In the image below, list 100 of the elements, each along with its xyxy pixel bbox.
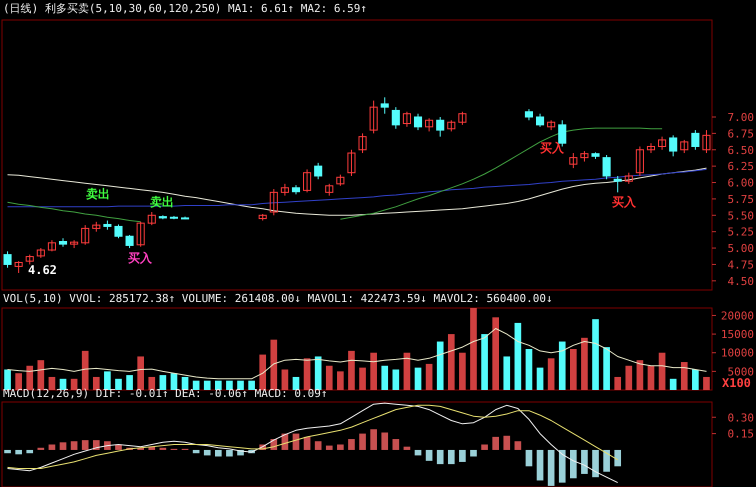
bar [226, 380, 233, 390]
bar [703, 376, 710, 390]
bar [492, 317, 499, 390]
bar [536, 368, 544, 390]
candlestick [26, 254, 34, 265]
bar [304, 436, 310, 450]
annotation: 卖出 [150, 195, 174, 209]
bar [370, 429, 377, 450]
line-series [7, 328, 707, 380]
bar [592, 319, 599, 390]
bar [60, 378, 66, 390]
bar [4, 370, 11, 390]
bar [470, 450, 477, 456]
candlestick [524, 108, 534, 121]
bar [270, 340, 278, 390]
bar [192, 450, 200, 454]
bar [326, 366, 333, 390]
candlestick [314, 162, 322, 180]
y-tick-label: 7.00 [728, 110, 754, 124]
bar [548, 358, 554, 390]
bar [15, 373, 22, 390]
bar [26, 366, 34, 390]
bar [625, 366, 632, 390]
y-tick-label: 6.25 [728, 160, 754, 174]
bar [514, 322, 522, 390]
bar [160, 375, 166, 390]
bar [314, 356, 322, 390]
bar [337, 371, 344, 390]
y-tick-label: 6.75 [728, 127, 754, 140]
candlestick [436, 116, 444, 138]
y-tick-label: 5.00 [728, 242, 754, 256]
candlestick [624, 172, 633, 184]
bar [359, 368, 366, 390]
y-tick-label: 6.50 [728, 144, 754, 157]
bar [248, 380, 255, 390]
candlestick [347, 149, 356, 176]
candlestick [370, 100, 378, 134]
bar [137, 356, 144, 390]
bar [314, 441, 322, 450]
chart-title: VOL(5,10) VVOL: 285172.38↑ VOLUME: 261408.00↓ MAVOL1: 422473.59↓ MAVOL2: 560400.00↓ [3, 292, 553, 305]
chart-title: MACD(12,26,9) DIF: -0.01↑ DEA: -0.06↑ MACD: 0.09↑ [3, 387, 328, 400]
bar [658, 352, 666, 390]
bar [481, 334, 488, 390]
bar [481, 444, 488, 450]
bar [448, 334, 455, 390]
bar [337, 444, 344, 450]
candlestick [148, 212, 156, 226]
bar [492, 436, 499, 450]
bar [636, 360, 644, 390]
candlestick [336, 174, 344, 186]
bar [237, 380, 244, 390]
bar [148, 376, 156, 390]
bar [581, 450, 588, 474]
bar [126, 375, 133, 390]
bar [470, 308, 477, 390]
bar [392, 370, 400, 390]
candlestick [614, 175, 622, 193]
bar [70, 441, 78, 450]
candlestick [680, 139, 688, 154]
candlestick [669, 134, 678, 157]
bar [48, 376, 56, 390]
bar [82, 440, 89, 450]
bar [414, 450, 422, 456]
candlestick [691, 130, 700, 150]
bar [570, 450, 577, 478]
candlestick [646, 142, 656, 154]
bar [514, 441, 522, 450]
bar [304, 358, 310, 390]
bar [426, 364, 432, 390]
candlestick [14, 260, 23, 274]
bar [692, 370, 699, 390]
annotation: 卖出 [86, 187, 110, 201]
bar [381, 432, 388, 450]
bar [459, 352, 466, 390]
candlestick [580, 150, 588, 162]
bar [92, 376, 100, 390]
candlestick [81, 224, 90, 246]
bar [414, 368, 422, 390]
bar [292, 434, 300, 450]
candlestick [414, 113, 422, 131]
candlestick [547, 120, 556, 131]
bar [680, 362, 688, 390]
bar [359, 434, 366, 450]
bar [4, 450, 11, 454]
bar [292, 376, 300, 390]
candlestick [536, 113, 544, 128]
bar [592, 450, 599, 478]
y-tick-label: 15000 [720, 328, 754, 342]
bar [614, 450, 622, 466]
bar [526, 450, 532, 466]
bar [104, 371, 111, 390]
bar [558, 450, 566, 483]
candlestick [458, 111, 466, 126]
candlestick [380, 96, 389, 114]
bar [282, 370, 288, 390]
bar [70, 378, 78, 390]
bar [204, 450, 211, 456]
y-tick-label: 5000 [728, 365, 754, 378]
candlestick [292, 184, 300, 195]
bar [503, 356, 510, 390]
